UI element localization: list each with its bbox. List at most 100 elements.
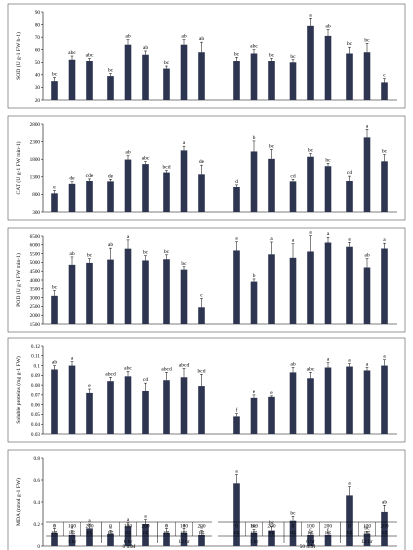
bar — [324, 166, 332, 212]
significance-label: ab — [199, 36, 204, 42]
significance-label: bc — [364, 37, 370, 43]
bar — [289, 520, 297, 546]
bar — [233, 483, 240, 546]
significance-label: a — [235, 469, 238, 475]
significance-label: a — [309, 230, 312, 236]
significance-label: abc — [86, 53, 94, 59]
significance-label: a — [366, 362, 369, 368]
bar — [363, 533, 371, 546]
significance-label: c — [200, 292, 203, 298]
significance-label: a — [366, 123, 369, 129]
bar — [163, 380, 170, 434]
significance-label: bc — [52, 71, 58, 77]
significance-label: ab — [143, 45, 148, 51]
bar — [233, 416, 240, 434]
significance-label: ab — [69, 251, 74, 257]
bar — [381, 248, 388, 324]
bar — [346, 53, 353, 100]
bar — [142, 54, 149, 100]
y-tick-label: 2300 — [30, 139, 41, 145]
significance-label: ab — [52, 360, 57, 366]
dose-label: 0 µg — [347, 524, 353, 536]
dose-label: 100 µg — [306, 524, 314, 536]
bar — [198, 52, 205, 100]
y-tick-label: 50 — [35, 60, 41, 66]
y-tick-label: 3500 — [30, 287, 41, 293]
bar — [142, 524, 149, 546]
y-tick-label: 0 — [37, 544, 40, 550]
y-tick-label: 800 — [32, 192, 40, 198]
significance-label: bcd — [197, 368, 205, 374]
time-label: 1 hr — [68, 539, 77, 545]
panel-frame — [7, 449, 406, 550]
bar — [324, 367, 332, 434]
bar — [289, 181, 297, 212]
bar — [51, 369, 58, 434]
bar — [324, 242, 332, 324]
bar — [381, 365, 388, 434]
bar — [180, 150, 188, 212]
y-tick-label: 0.12 — [31, 344, 40, 350]
significance-label: bc — [143, 250, 149, 256]
bar — [107, 259, 114, 324]
bar — [346, 181, 353, 212]
significance-label: a — [53, 522, 56, 528]
significance-label: abcd — [161, 366, 172, 372]
bar — [198, 174, 205, 212]
significance-label: a — [348, 481, 351, 487]
significance-label: de — [199, 159, 205, 165]
y-tick-label: 0.03 — [31, 432, 40, 438]
significance-label: ab — [325, 24, 330, 30]
significance-label: abc — [250, 44, 258, 50]
y-tick-label: 0.2 — [34, 522, 41, 528]
bar — [86, 262, 93, 324]
significance-label: bc — [290, 510, 296, 516]
y-tick-label: 2500 — [30, 304, 41, 310]
y-tick-label: 4500 — [30, 269, 41, 275]
y-tick-label: 0.07 — [31, 393, 40, 399]
dose-label: 100 µg — [124, 524, 132, 536]
y-tick-label: 0.09 — [31, 373, 40, 379]
bar — [124, 248, 132, 324]
bar — [86, 61, 93, 100]
y-tick-label: 5500 — [30, 251, 41, 257]
bar — [307, 25, 314, 101]
bar — [268, 254, 275, 324]
y-tick-label: 1800 — [30, 157, 41, 163]
bar — [381, 511, 388, 546]
significance-label: a — [183, 140, 186, 146]
significance-label: a — [88, 518, 91, 524]
significance-label: abc — [68, 50, 76, 56]
panel-4: 0.03 0.04 0.05 0.06 0.07 0.08 0.09 0.1 0.11 0.12 S… — [7, 337, 406, 443]
y-tick-label: 0.08 — [31, 383, 40, 389]
panel-3: 1500 2000 2500 3000 3500 4000 4500 5000 5500 6000… — [7, 227, 406, 333]
dose-label: 0 µg — [164, 524, 170, 536]
significance-label: ab — [181, 34, 186, 40]
significance-label: cd — [290, 173, 295, 179]
y-tick-label: 0.6 — [34, 478, 41, 484]
bar — [68, 264, 76, 324]
bar — [51, 295, 58, 324]
time-label-row: 1 hr 6 hr 12 hr 1 hr 6 hr 12 hr — [68, 539, 373, 545]
significance-label: bc — [164, 249, 170, 255]
bar — [233, 61, 240, 100]
significance-label: abc — [124, 365, 132, 371]
significance-label: cd — [347, 170, 352, 176]
bar — [107, 76, 114, 100]
bar — [363, 137, 371, 212]
bar — [142, 164, 149, 212]
bar — [363, 267, 371, 324]
y-tick-label: 3000 — [30, 295, 41, 301]
significance-label: a — [383, 237, 386, 243]
y-tick-label: 2000 — [30, 313, 41, 319]
significance-label: cd — [143, 377, 148, 383]
y-axis-label: MDA (nmol g-1 FW) — [15, 478, 22, 526]
bar — [180, 532, 188, 546]
panel-frame — [7, 227, 406, 333]
significance-label: a — [144, 514, 147, 520]
x-axis-labels: 0 µg 100 µg 200 µg 0 µg 100 µg 200 µg 0 µg 100 µg 200 µg 0… — [46, 521, 397, 550]
bar — [107, 381, 114, 434]
dose-label: 200 µg — [267, 524, 275, 536]
bar — [363, 52, 371, 100]
significance-label: c — [309, 527, 312, 533]
